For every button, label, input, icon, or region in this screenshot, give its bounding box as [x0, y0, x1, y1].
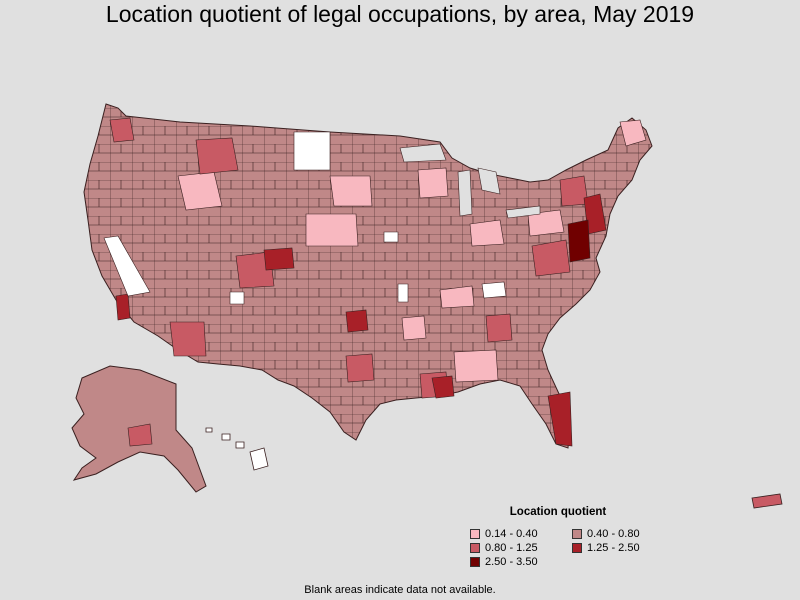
legend-label-4: 1.25 - 2.50 — [587, 542, 640, 554]
legend-label-2: 0.40 - 0.80 — [587, 528, 640, 540]
legend-item-3: 0.80 - 1.25 — [470, 542, 538, 554]
low-lq-regions — [177, 119, 647, 383]
puerto-rico-shape — [751, 493, 783, 509]
legend-swatch-4 — [572, 543, 582, 553]
no-data-regions — [103, 131, 507, 305]
legend-swatch-3 — [470, 543, 480, 553]
great-lakes — [399, 143, 541, 219]
map-title: Location quotient of legal occupations, … — [105, 1, 695, 27]
legend-swatch-5 — [470, 557, 480, 567]
legend-swatch-1 — [470, 529, 480, 539]
legend-label-1: 0.14 - 0.40 — [485, 528, 538, 540]
alaska-region-high — [127, 423, 153, 447]
legend-item-2: 0.40 - 0.80 — [572, 528, 640, 540]
legend-item-5: 2.50 - 3.50 — [470, 556, 538, 568]
legend-title: Location quotient — [509, 506, 607, 518]
mid-high-lq-regions — [109, 117, 589, 399]
top-lq-regions — [567, 219, 591, 263]
legend-label-3: 0.80 - 1.25 — [485, 542, 538, 554]
legend: Location quotient 0.14 - 0.40 0.40 - 0.8… — [468, 506, 668, 578]
high-lq-regions — [115, 193, 607, 447]
footnote: Blank areas indicate data not available. — [304, 584, 496, 596]
hawaii-shape — [205, 427, 269, 471]
legend-item-1: 0.14 - 0.40 — [470, 528, 538, 540]
legend-item-4: 1.25 - 2.50 — [572, 542, 640, 554]
legend-swatch-2 — [572, 529, 582, 539]
legend-label-5: 2.50 - 3.50 — [485, 556, 538, 568]
